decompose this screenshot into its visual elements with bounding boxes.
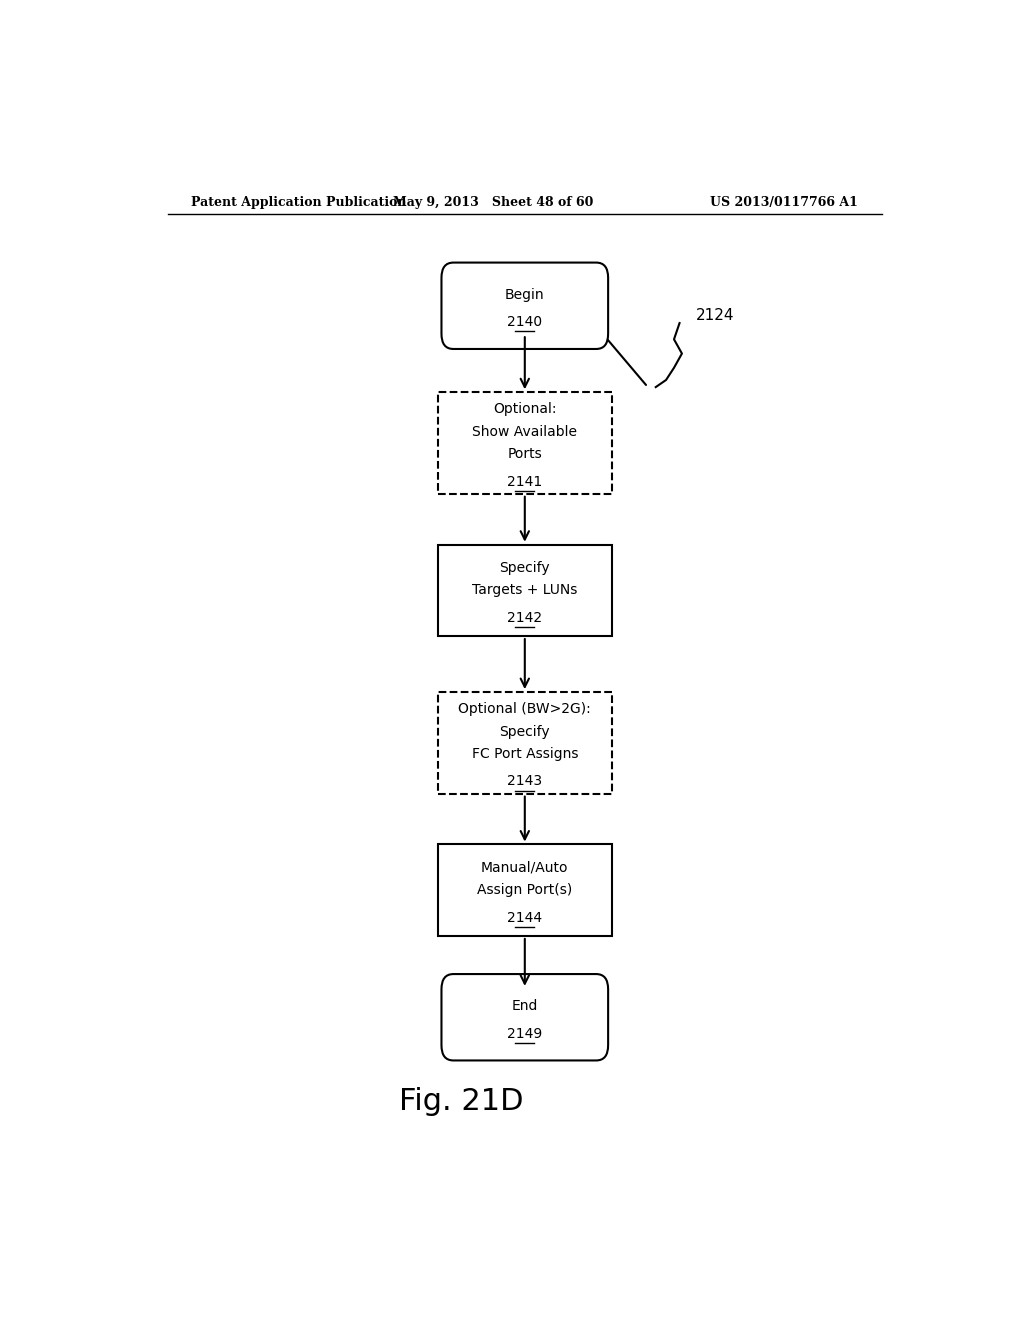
Bar — [437, 845, 612, 936]
Text: Specify: Specify — [500, 561, 550, 576]
Text: 2149: 2149 — [507, 1027, 543, 1040]
Text: Show Available: Show Available — [472, 425, 578, 438]
Bar — [437, 392, 612, 494]
Text: US 2013/0117766 A1: US 2013/0117766 A1 — [711, 195, 858, 209]
Text: 2143: 2143 — [507, 775, 543, 788]
Bar — [437, 692, 612, 793]
Text: Assign Port(s): Assign Port(s) — [477, 883, 572, 898]
Text: End: End — [512, 999, 538, 1012]
Text: Fig. 21D: Fig. 21D — [399, 1088, 523, 1117]
Text: 2140: 2140 — [507, 315, 543, 329]
FancyBboxPatch shape — [441, 263, 608, 348]
Text: Targets + LUNs: Targets + LUNs — [472, 583, 578, 598]
Text: Patent Application Publication: Patent Application Publication — [191, 195, 407, 209]
FancyBboxPatch shape — [441, 974, 608, 1060]
Text: 2142: 2142 — [507, 611, 543, 624]
Text: Specify: Specify — [500, 725, 550, 739]
Text: Manual/Auto: Manual/Auto — [481, 861, 568, 875]
Bar — [437, 545, 612, 636]
Text: Optional (BW>2G):: Optional (BW>2G): — [459, 702, 591, 717]
Text: Begin: Begin — [505, 288, 545, 301]
Text: Ports: Ports — [508, 447, 542, 461]
Text: 2141: 2141 — [507, 475, 543, 488]
Text: FC Port Assigns: FC Port Assigns — [471, 747, 579, 762]
Text: 2124: 2124 — [695, 309, 734, 323]
Text: Optional:: Optional: — [493, 403, 557, 416]
Text: 2144: 2144 — [507, 911, 543, 924]
Text: May 9, 2013   Sheet 48 of 60: May 9, 2013 Sheet 48 of 60 — [393, 195, 593, 209]
